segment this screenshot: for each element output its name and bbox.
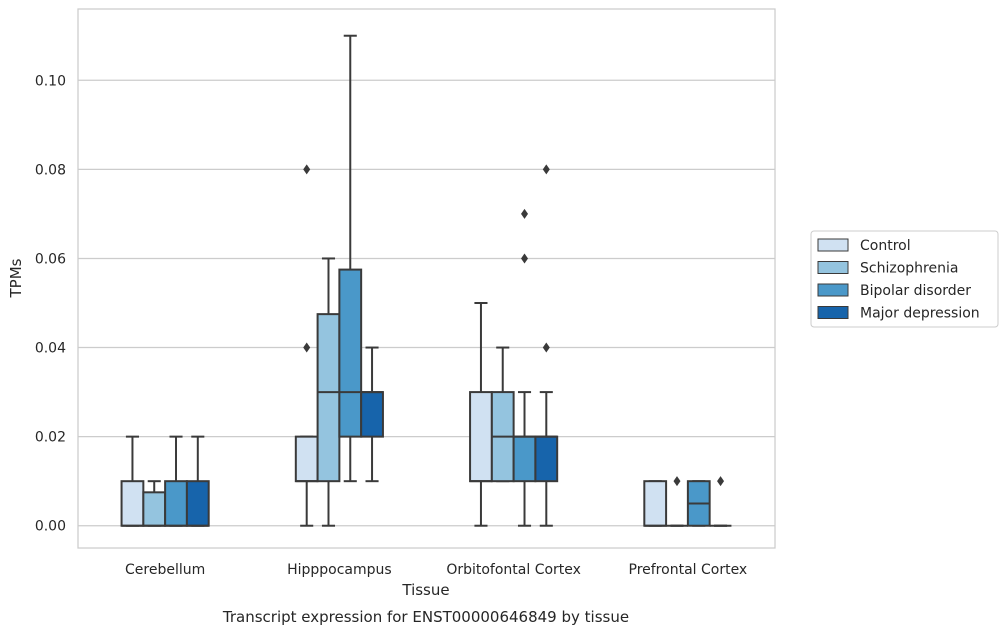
box [686, 480, 711, 527]
legend-swatch [817, 283, 849, 297]
x-axis-title: Tissue [401, 581, 449, 599]
legend-label: Schizophrenia [860, 261, 958, 277]
legend-frame [810, 230, 999, 328]
legend-label: Major depression [860, 306, 980, 322]
box-body [294, 435, 319, 483]
x-axis-ticks: Cerebellum Hipppocampus Orbitofontal Corte… [125, 562, 747, 578]
box-body [360, 391, 384, 438]
series-schizophrenia [142, 257, 688, 527]
legend-label: Bipolar disorder [860, 283, 971, 299]
box-body [534, 435, 559, 483]
box [294, 164, 319, 527]
box-body [185, 480, 210, 527]
box [338, 34, 363, 483]
box [666, 476, 688, 527]
box-body [643, 480, 668, 527]
x-tick-label: Cerebellum [125, 562, 205, 578]
box-plot-series [120, 34, 732, 527]
box [709, 476, 732, 527]
box [360, 346, 384, 483]
outlier-point [303, 342, 311, 353]
box-body [164, 480, 188, 527]
box [164, 435, 188, 527]
legend-swatch [817, 306, 849, 319]
box [185, 435, 210, 527]
y-tick-label: 0.10 [35, 73, 66, 89]
box [643, 480, 668, 527]
outlier-point [303, 164, 311, 175]
x-tick-label: Orbitofontal Cortex [446, 562, 581, 578]
x-tick-label: Prefrontal Cortex [629, 562, 748, 578]
plot-frame [77, 8, 776, 549]
box-body [120, 480, 145, 527]
series-control [120, 164, 668, 527]
outlier-point [673, 476, 681, 487]
y-axis-title: TPMs [7, 258, 25, 298]
legend-swatch [817, 261, 849, 274]
box [469, 302, 493, 527]
outlier-point [521, 208, 529, 219]
legend: Control Schizophrenia Bipolar disorder Majo… [810, 230, 999, 328]
y-axis-ticks: 0.00 0.02 0.04 0.06 0.08 0.10 [35, 73, 66, 534]
box [534, 164, 559, 527]
outlier-point [542, 342, 550, 353]
outlier-point [542, 164, 550, 175]
box-body [469, 391, 493, 483]
box [316, 257, 341, 527]
box-body [142, 491, 167, 527]
box-body [512, 435, 537, 483]
grid-lines [78, 79, 775, 527]
box [512, 208, 537, 527]
box [490, 346, 515, 483]
legend-label: Control [860, 238, 911, 254]
x-tick-label: Hipppocampus [287, 562, 392, 578]
y-tick-label: 0.06 [35, 251, 66, 267]
box [142, 480, 167, 527]
outlier-point [521, 253, 529, 264]
chart-caption: Transcript expression for ENST0000064684… [222, 608, 629, 626]
box-body [338, 268, 363, 438]
box-body [316, 313, 341, 483]
series-bipolar-disorder [164, 34, 711, 527]
y-tick-label: 0.00 [35, 519, 66, 535]
outlier-point [717, 476, 725, 487]
legend-swatch [817, 238, 849, 252]
y-tick-label: 0.02 [35, 430, 66, 446]
y-tick-label: 0.04 [35, 341, 66, 357]
box [120, 435, 145, 527]
series-major-depression [185, 164, 732, 527]
y-tick-label: 0.08 [35, 162, 66, 178]
